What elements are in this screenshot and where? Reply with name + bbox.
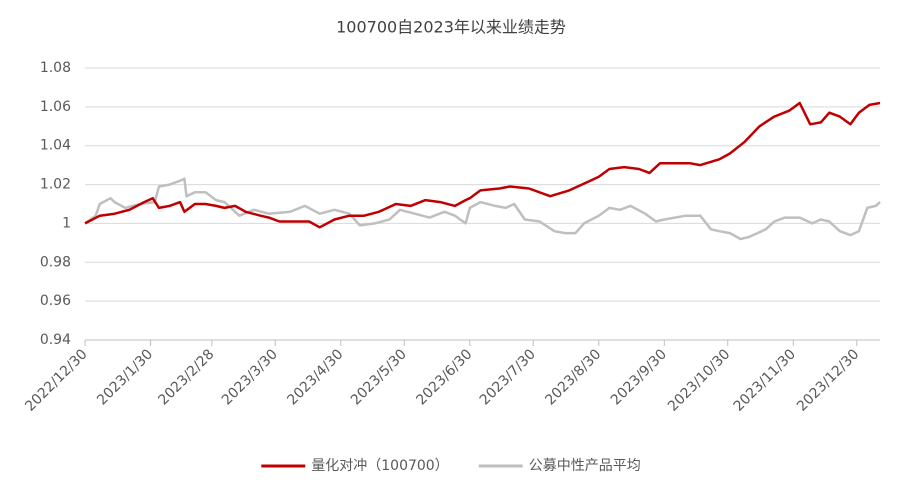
chart-title: 100700自2023年以来业绩走势 (336, 18, 566, 37)
x-tick-label: 2023/11/30 (731, 346, 799, 414)
y-tick-label: 0.98 (40, 254, 71, 270)
y-tick-label: 0.96 (40, 293, 71, 309)
x-tick-label: 2023/2/28 (155, 346, 217, 408)
x-tick-label: 2023/10/30 (665, 346, 733, 414)
x-tick-label: 2023/9/30 (608, 346, 670, 408)
x-tick-label: 2023/1/30 (94, 346, 156, 408)
x-tick-label: 2022/12/30 (22, 346, 90, 414)
y-tick-label: 0.94 (40, 332, 71, 348)
legend-label: 量化对冲（100700） (311, 458, 448, 474)
y-tick-label: 1.02 (40, 177, 71, 193)
x-tick-label: 2023/12/30 (794, 346, 862, 414)
x-tick-label: 2023/6/30 (413, 346, 475, 408)
x-tick-label: 2023/4/30 (284, 346, 346, 408)
legend-label: 公募中性产品平均 (529, 458, 641, 474)
y-tick-label: 1 (62, 215, 71, 231)
x-tick-label: 2023/5/30 (348, 346, 410, 408)
series-line (84, 177, 881, 241)
y-tick-label: 1.06 (40, 99, 71, 115)
x-tick-label: 2023/7/30 (477, 346, 539, 408)
x-tick-label: 2023/3/30 (219, 346, 281, 408)
y-tick-label: 1.08 (40, 60, 71, 76)
x-tick-label: 2023/8/30 (542, 346, 604, 408)
y-tick-label: 1.04 (40, 138, 71, 154)
series-line (84, 101, 881, 229)
